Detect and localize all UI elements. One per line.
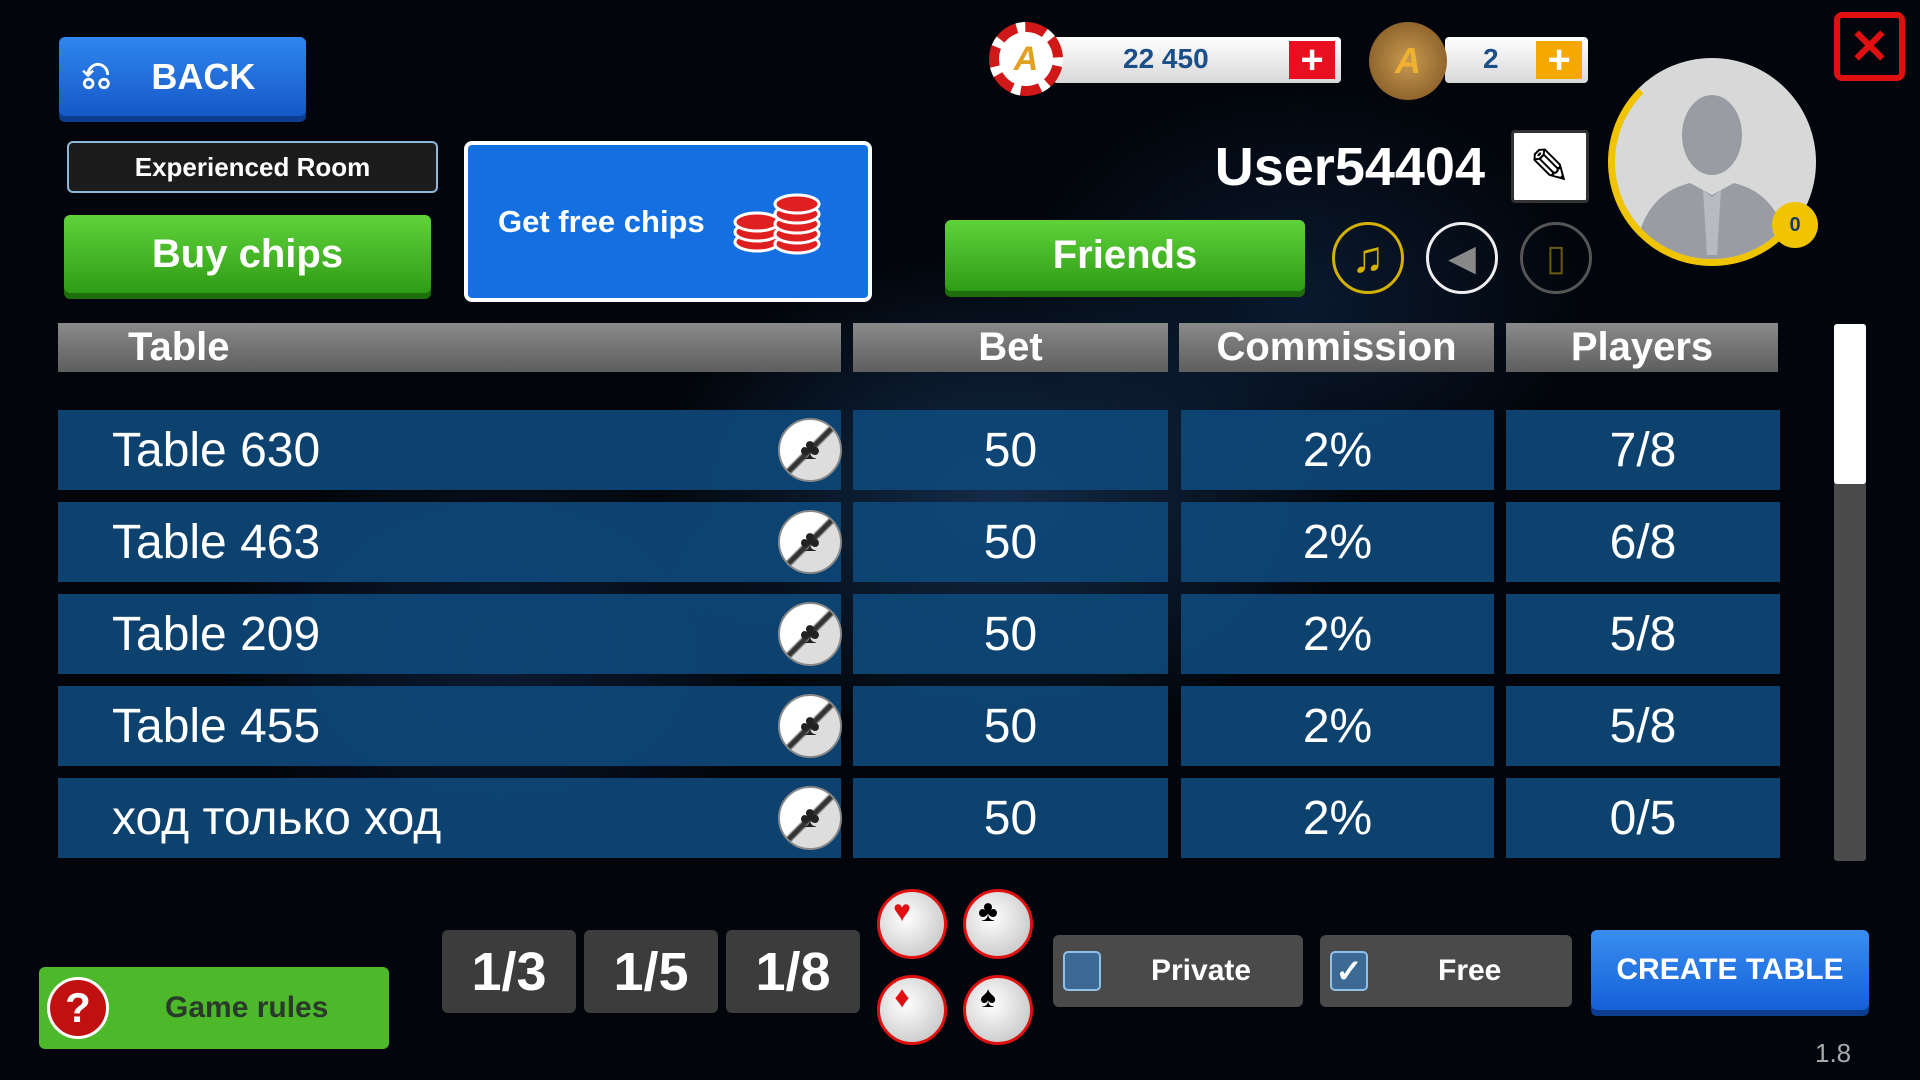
spade-icon: ♠: [980, 981, 996, 1014]
players-cell: 6/8: [1506, 502, 1780, 582]
close-button[interactable]: ✕: [1834, 12, 1905, 81]
vibration-toggle-icon[interactable]: ▯: [1520, 222, 1592, 294]
user-silhouette-icon: [1635, 95, 1789, 259]
table-name-cell[interactable]: Table 455 ♣: [58, 686, 842, 766]
suit-club-button[interactable]: ♣: [963, 889, 1033, 959]
bet-cell: 50: [853, 502, 1168, 582]
commission-cell: 2%: [1181, 594, 1494, 674]
table-name-cell[interactable]: ход только ход ♣: [58, 778, 842, 858]
game-rules-button[interactable]: ? Game rules: [39, 967, 389, 1049]
header-commission: Commission: [1179, 323, 1494, 372]
back-button[interactable]: ⎌ BACK: [59, 37, 306, 116]
bet-cell: 50: [853, 594, 1168, 674]
create-table-button[interactable]: CREATE TABLE: [1591, 930, 1869, 1010]
table-type-club-icon: ♣: [778, 418, 842, 482]
club-icon: ♣: [978, 895, 998, 928]
chips-balance-bar: 22 450 +: [1053, 37, 1341, 83]
buy-chips-button[interactable]: Buy chips: [64, 215, 431, 293]
gold-coin-icon: A: [1369, 22, 1447, 100]
add-chips-button[interactable]: +: [1289, 38, 1335, 82]
back-arrow-icon: ⎌: [81, 55, 112, 97]
commission-cell: 2%: [1181, 502, 1494, 582]
diamond-icon: ♦: [894, 981, 910, 1014]
players-cell: 0/5: [1506, 778, 1780, 858]
chips-stack-icon: [733, 193, 821, 254]
filter-1-8-button[interactable]: 1/8: [726, 930, 860, 1013]
filter-1-3-button[interactable]: 1/3: [442, 930, 576, 1013]
bet-cell: 50: [853, 686, 1168, 766]
table-name-cell[interactable]: Table 630 ♣: [58, 410, 842, 490]
room-label: Experienced Room: [67, 141, 438, 193]
suit-spade-button[interactable]: ♠: [963, 975, 1033, 1045]
scrollbar[interactable]: [1834, 324, 1866, 861]
header-bet: Bet: [853, 323, 1168, 372]
level-badge: 0: [1772, 202, 1818, 248]
friends-button[interactable]: Friends: [945, 220, 1305, 291]
suit-heart-button[interactable]: ♥: [877, 889, 947, 959]
players-cell: 5/8: [1506, 686, 1780, 766]
table-type-club-icon: ♣: [778, 786, 842, 850]
table-type-club-icon: ♣: [778, 602, 842, 666]
sound-toggle-icon[interactable]: ◀: [1426, 222, 1498, 294]
version-label: 1.8: [1815, 1038, 1852, 1068]
free-toggle[interactable]: ✓ Free: [1320, 935, 1572, 1007]
edit-name-button[interactable]: ✎: [1511, 130, 1589, 203]
username: User54404: [1214, 137, 1485, 197]
free-chips-button[interactable]: Get free chips: [464, 141, 872, 302]
bet-cell: 50: [853, 778, 1168, 858]
heart-icon: ♥: [893, 895, 911, 928]
players-cell: 5/8: [1506, 594, 1780, 674]
suit-diamond-button[interactable]: ♦: [877, 975, 947, 1045]
avatar[interactable]: [1608, 58, 1816, 266]
filter-1-5-button[interactable]: 1/5: [584, 930, 718, 1013]
table-name-cell[interactable]: Table 463 ♣: [58, 502, 842, 582]
music-toggle-icon[interactable]: ♫: [1332, 222, 1404, 294]
commission-cell: 2%: [1181, 686, 1494, 766]
table-type-club-icon: ♣: [778, 510, 842, 574]
free-checkbox[interactable]: ✓: [1330, 951, 1368, 991]
header-players: Players: [1506, 323, 1778, 372]
header-table: Table: [58, 323, 841, 372]
commission-cell: 2%: [1181, 778, 1494, 858]
scrollbar-thumb[interactable]: [1834, 324, 1866, 484]
add-gold-button[interactable]: +: [1536, 38, 1582, 82]
commission-cell: 2%: [1181, 410, 1494, 490]
gold-balance-bar: 2 +: [1445, 37, 1588, 83]
table-type-club-icon: ♣: [778, 694, 842, 758]
players-cell: 7/8: [1506, 410, 1780, 490]
private-checkbox[interactable]: [1063, 951, 1101, 991]
table-name-cell[interactable]: Table 209 ♣: [58, 594, 842, 674]
private-toggle[interactable]: Private: [1053, 935, 1303, 1007]
question-icon: ?: [47, 977, 109, 1039]
chip-icon: A: [989, 22, 1063, 96]
bet-cell: 50: [853, 410, 1168, 490]
